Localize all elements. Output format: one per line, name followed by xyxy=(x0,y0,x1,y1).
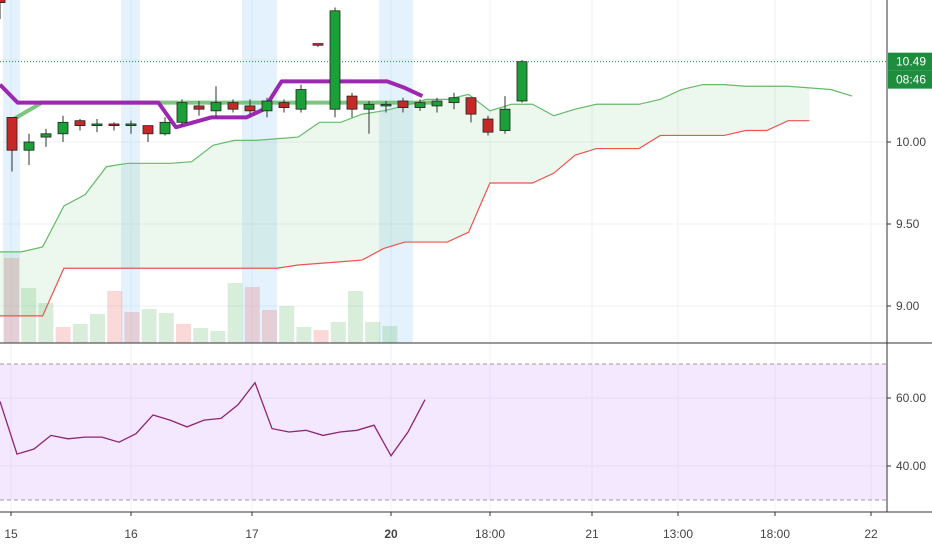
volume-bar xyxy=(227,283,243,343)
session-highlight xyxy=(379,0,413,343)
volume-bar xyxy=(107,291,123,343)
time-tick-label: 18:00 xyxy=(760,527,790,541)
countdown-label: 08:46 xyxy=(896,73,926,87)
time-tick-label: 15 xyxy=(4,527,18,541)
volume-bar xyxy=(296,327,312,343)
time-tick-label: 18:00 xyxy=(475,527,505,541)
volume-bar xyxy=(262,310,277,343)
rsi-band-fill xyxy=(0,364,887,500)
volume-bar xyxy=(313,330,329,343)
session-highlights xyxy=(3,0,413,343)
candle-body xyxy=(142,125,154,135)
candle-body xyxy=(482,118,494,133)
candlesticks xyxy=(0,0,528,172)
volume-bar xyxy=(382,326,398,343)
countdown-tag xyxy=(888,70,932,89)
moving-average-line xyxy=(0,79,424,130)
volume-bar xyxy=(279,306,295,343)
candle-body xyxy=(295,89,307,110)
session-highlight xyxy=(121,0,140,343)
volume-bar xyxy=(210,331,226,343)
price-tags: 10.49 08:46 xyxy=(888,52,932,89)
candle-body xyxy=(244,105,256,112)
time-axis-labels[interactable]: 15 16 17 20 18:00 21 13:00 18:00 22 xyxy=(4,512,878,541)
price-axis-labels[interactable]: 9.00 9.50 10.00 60.00 40.00 xyxy=(887,135,926,473)
time-tick-label: 17 xyxy=(245,527,259,541)
volume-bar xyxy=(55,327,71,343)
candle-body xyxy=(159,121,171,135)
candle-body xyxy=(0,0,6,3)
cloud-fill xyxy=(0,84,810,316)
grid-lines xyxy=(0,0,887,512)
candle-body xyxy=(176,102,188,123)
candle-body xyxy=(261,100,273,112)
candle-body xyxy=(431,100,443,107)
cloud-upper-line xyxy=(0,83,853,253)
ichimoku-cloud xyxy=(0,83,853,317)
volume-bar xyxy=(72,324,88,343)
candle-body xyxy=(380,103,392,107)
candle-body xyxy=(278,102,290,108)
candle-body xyxy=(397,100,409,108)
session-highlight xyxy=(242,0,277,343)
volume-bars xyxy=(4,258,398,343)
candle-body xyxy=(414,102,426,108)
volume-bar xyxy=(244,287,260,343)
rsi-band xyxy=(0,363,887,501)
last-price-label: 10.49 xyxy=(896,55,926,69)
candle-body xyxy=(227,102,239,110)
candle-body xyxy=(74,120,86,127)
rsi-line xyxy=(0,381,426,458)
rsi-line xyxy=(0,381,426,458)
candle-body xyxy=(108,123,120,126)
price-tick-label: 10.00 xyxy=(896,135,926,149)
rsi-tick-label: 60.00 xyxy=(896,391,926,405)
candle-body xyxy=(346,95,358,110)
volume-bar xyxy=(124,312,140,343)
cloud-lower-line xyxy=(0,120,810,317)
volume-bar xyxy=(365,322,381,343)
volume-bar xyxy=(38,303,54,343)
candle-body xyxy=(57,121,69,135)
candle-body xyxy=(465,97,477,115)
volume-bar xyxy=(158,313,174,343)
candle-body xyxy=(516,61,528,102)
price-tick-label: 9.50 xyxy=(896,217,920,231)
candle-body xyxy=(210,102,222,112)
volume-bar xyxy=(141,309,157,343)
rsi-tick-label: 40.00 xyxy=(896,459,926,473)
candle-body xyxy=(40,133,52,138)
price-tick-label: 9.00 xyxy=(896,299,920,313)
volume-bar xyxy=(193,328,209,343)
time-tick-label: 13:00 xyxy=(663,527,693,541)
candle-body xyxy=(448,97,460,104)
candle-body xyxy=(6,117,18,151)
time-tick-label: 21 xyxy=(585,527,599,541)
candle-body xyxy=(363,103,375,110)
axes xyxy=(0,0,932,513)
candle-body xyxy=(125,123,137,126)
volume-bar xyxy=(330,322,346,343)
time-tick-label: 22 xyxy=(864,527,878,541)
candle-body xyxy=(312,43,324,46)
volume-bar xyxy=(4,258,19,343)
last-price-tag xyxy=(888,52,932,71)
candle-body xyxy=(499,108,511,131)
volume-bar xyxy=(176,324,191,343)
candle-body xyxy=(91,123,103,126)
candle-body xyxy=(23,141,35,151)
volume-bar xyxy=(348,291,363,343)
volume-bar xyxy=(90,314,105,343)
candle-body xyxy=(329,10,341,110)
candle-body xyxy=(193,105,205,110)
time-tick-label: 16 xyxy=(124,527,138,541)
time-tick-label: 20 xyxy=(384,527,398,541)
